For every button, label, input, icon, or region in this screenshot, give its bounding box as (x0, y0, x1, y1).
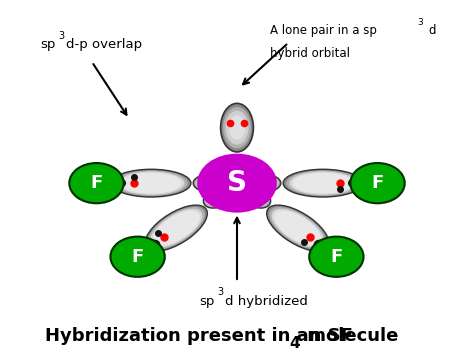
Text: d: d (428, 24, 436, 37)
Circle shape (69, 163, 124, 203)
Text: A lone pair in a sp: A lone pair in a sp (270, 24, 377, 37)
Ellipse shape (247, 175, 279, 191)
Ellipse shape (111, 169, 191, 197)
Ellipse shape (205, 187, 232, 207)
Ellipse shape (267, 205, 329, 251)
Text: 4: 4 (290, 336, 300, 351)
Text: d hybridized: d hybridized (225, 295, 308, 307)
Ellipse shape (274, 211, 321, 246)
Ellipse shape (118, 171, 184, 195)
Circle shape (197, 154, 277, 213)
Circle shape (309, 237, 364, 277)
Ellipse shape (203, 186, 234, 208)
Ellipse shape (121, 173, 182, 194)
Text: 3: 3 (217, 288, 223, 297)
Ellipse shape (114, 170, 188, 196)
Text: 3: 3 (417, 18, 423, 27)
Ellipse shape (223, 107, 251, 148)
Text: Hybridization present in an SF: Hybridization present in an SF (45, 327, 353, 345)
Text: sp: sp (200, 295, 215, 307)
Ellipse shape (286, 170, 360, 196)
Text: F: F (131, 248, 144, 266)
Text: molecule: molecule (301, 327, 399, 345)
Ellipse shape (145, 205, 207, 251)
Ellipse shape (242, 187, 269, 207)
Text: F: F (330, 248, 343, 266)
Ellipse shape (246, 174, 281, 192)
Ellipse shape (197, 176, 225, 190)
Ellipse shape (147, 207, 205, 249)
Text: S: S (227, 169, 247, 197)
Ellipse shape (153, 211, 200, 246)
Ellipse shape (240, 186, 271, 208)
Circle shape (110, 237, 165, 277)
Ellipse shape (249, 176, 277, 190)
Ellipse shape (226, 111, 248, 144)
Ellipse shape (206, 188, 230, 206)
Text: hybrid orbital: hybrid orbital (270, 47, 350, 60)
Text: F: F (91, 174, 102, 192)
Text: 3: 3 (58, 31, 64, 41)
Ellipse shape (193, 174, 228, 192)
Ellipse shape (283, 169, 363, 197)
Text: F: F (372, 174, 383, 192)
Ellipse shape (272, 209, 324, 247)
Circle shape (350, 163, 405, 203)
Text: d-p overlap: d-p overlap (66, 38, 142, 51)
Text: sp: sp (40, 38, 55, 51)
Ellipse shape (195, 175, 227, 191)
Ellipse shape (244, 188, 268, 206)
Ellipse shape (150, 209, 202, 247)
Ellipse shape (290, 171, 356, 195)
Ellipse shape (292, 173, 353, 194)
Ellipse shape (269, 207, 327, 249)
Ellipse shape (229, 115, 245, 140)
Ellipse shape (220, 103, 254, 152)
